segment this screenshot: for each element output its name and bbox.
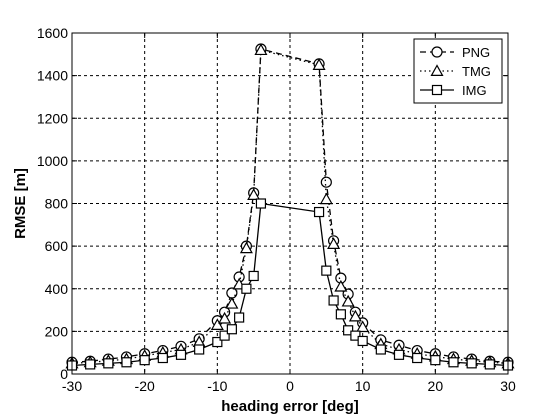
data-point-img (375, 344, 386, 355)
data-point-tmg (319, 192, 333, 205)
data-point-tmg (312, 58, 326, 70)
x-tick-label: 0 (286, 378, 294, 394)
data-point-tmg (356, 320, 370, 333)
grid-lines (72, 33, 508, 374)
data-point-img (484, 359, 495, 370)
legend-box (413, 38, 503, 104)
x-tick-label: -10 (207, 378, 227, 394)
y-tick-label: 0 (60, 366, 68, 382)
y-tick-label: 200 (45, 323, 69, 339)
data-point-tmg (334, 279, 348, 292)
data-point-img (241, 283, 252, 294)
data-point-tmg (327, 237, 341, 249)
data-point-img (212, 336, 223, 348)
data-point-img (466, 358, 477, 369)
x-tick-label: 20 (428, 378, 444, 394)
axis-ticks: -30 -20 -10 0 10 20 30 0 200 400 600 800 1000 1200 140… (37, 25, 516, 394)
data-point-tmg (254, 43, 268, 56)
y-tick-label: 1400 (37, 68, 68, 84)
x-tick-label: 30 (500, 378, 516, 394)
x-tick-label: -30 (62, 378, 82, 394)
y-tick-label: 1000 (37, 153, 68, 169)
data-point-img (85, 359, 96, 370)
data-point-img (448, 357, 459, 368)
data-point-tmg (247, 188, 261, 200)
legend: PNG TMG IMG (413, 38, 503, 104)
x-tick-label: -20 (135, 378, 155, 394)
legend-marker-tmg (430, 64, 444, 77)
legend-marker-png (431, 46, 443, 58)
y-tick-label: 1600 (37, 25, 68, 41)
data-point-img (328, 295, 339, 306)
x-axis-label: heading error [deg] (221, 398, 359, 415)
data-point-img (234, 312, 245, 323)
data-point-img (357, 335, 368, 347)
data-point-img (194, 344, 205, 355)
data-point-img (430, 355, 441, 366)
data-point-img (219, 330, 230, 341)
data-point-img (313, 206, 325, 218)
legend-marker-img (431, 84, 443, 96)
y-tick-label: 400 (45, 281, 69, 297)
data-point-img (248, 270, 259, 282)
y-tick-label: 600 (45, 238, 69, 254)
plot-frame (71, 32, 509, 375)
data-point-img (255, 198, 267, 209)
data-point-tmg (210, 318, 224, 330)
data-point-img (121, 357, 132, 368)
data-point-img (350, 330, 361, 341)
data-point-img (321, 265, 332, 276)
data-point-img (335, 309, 346, 320)
data-point-tmg (239, 241, 253, 254)
data-point-img (393, 349, 405, 360)
data-point-img (139, 355, 150, 366)
data-point-img (157, 352, 168, 364)
data-point-tmg (348, 309, 362, 322)
data-point-img (412, 352, 423, 364)
data-point-img (103, 358, 114, 369)
data-point-tmg (225, 296, 239, 309)
y-tick-label: 1200 (37, 110, 68, 126)
legend-label-png: PNG (462, 45, 490, 60)
data-point-img (343, 325, 354, 336)
x-tick-label: 10 (355, 378, 371, 394)
y-axis-label: RMSE [m] (12, 168, 29, 239)
data-point-img (226, 324, 237, 335)
data-point-png (320, 176, 332, 188)
data-point-png (226, 287, 238, 299)
legend-label-img: IMG (462, 83, 487, 98)
data-point-img (175, 349, 187, 360)
data-point-tmg (218, 311, 232, 324)
data-point-tmg (341, 294, 355, 307)
legend-label-tmg: TMG (462, 64, 491, 79)
y-tick-label: 800 (45, 196, 69, 212)
